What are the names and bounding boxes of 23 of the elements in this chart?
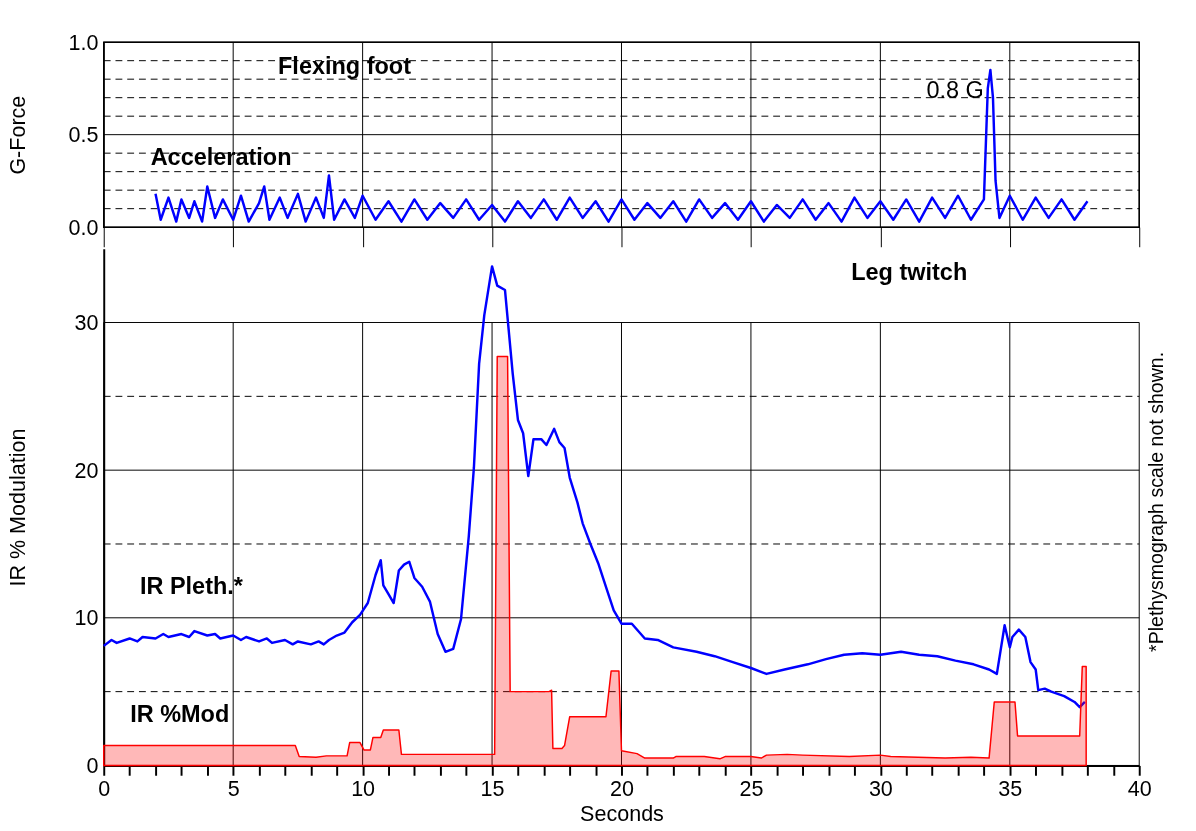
x-tick-label: 25	[739, 777, 764, 802]
x-tick-label: 40	[1127, 777, 1152, 802]
x-tick-label: 35	[998, 777, 1023, 802]
y-tick-label: 30	[74, 310, 99, 335]
x-tick-label: 15	[480, 777, 505, 802]
x-tick-label: 5	[227, 777, 240, 802]
y-tick-label: 0	[86, 753, 99, 778]
annotation: 0.8 G	[926, 76, 984, 103]
y-tick-label: 0.0	[68, 215, 99, 240]
x-tick-label: 30	[868, 777, 893, 802]
text: *Plethysmograph scale not shown.	[1144, 351, 1167, 652]
x-axis-title: Seconds	[580, 801, 664, 826]
y-tick-label: 1.0	[68, 30, 99, 55]
y-axis-title: IR % Modulation	[5, 428, 30, 587]
y-tick-label: 20	[74, 458, 99, 483]
y-tick-label: 0.5	[68, 123, 99, 148]
x-tick-label: 10	[351, 777, 376, 802]
annotation: Flexing foot	[278, 53, 412, 80]
x-tick-label: 20	[610, 777, 634, 802]
y-tick-label: 10	[74, 606, 99, 631]
series-label: IR %Mod	[130, 701, 230, 728]
annotation: Leg twitch	[851, 259, 968, 286]
y-axis-title: G-Force	[5, 95, 30, 175]
